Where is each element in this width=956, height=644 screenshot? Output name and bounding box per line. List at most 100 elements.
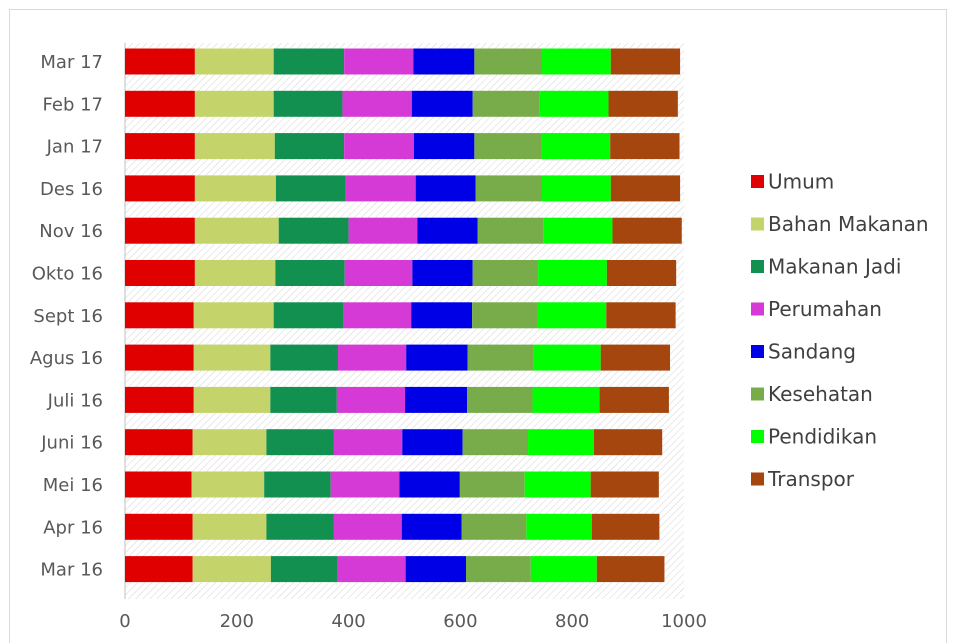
- bar-segment: [465, 556, 531, 583]
- y-tick-label: Okto 16: [32, 264, 103, 285]
- bar-segment: [474, 48, 543, 75]
- legend: Umum Bahan Makanan Makanan Jadi Perumahan Sa…: [751, 170, 929, 491]
- bar-segment: [333, 429, 403, 456]
- bar-segment: [524, 471, 591, 498]
- bar-segment: [411, 302, 473, 329]
- bar-segment: [411, 90, 473, 117]
- bar-segment: [333, 513, 402, 540]
- y-tick-label: Nov 16: [39, 221, 103, 242]
- y-tick-label: Juli 16: [47, 390, 103, 411]
- bar-segment: [610, 133, 680, 160]
- bar-segment: [274, 133, 345, 160]
- bar-segment: [474, 133, 542, 160]
- legend-swatch: [751, 472, 764, 486]
- bar-segment: [337, 556, 406, 583]
- bar-segment: [472, 302, 538, 329]
- bar-segment: [542, 175, 611, 202]
- bar-segment: [192, 429, 267, 456]
- bar-segment: [125, 217, 195, 244]
- bar-segment: [125, 260, 195, 286]
- bar-segment: [270, 556, 338, 583]
- bar-segment: [399, 471, 460, 498]
- bar-segment: [532, 386, 600, 413]
- bar-segment: [528, 429, 594, 456]
- bar-segment: [413, 48, 475, 75]
- bar-segment: [472, 260, 539, 286]
- bar-segment: [600, 344, 671, 371]
- x-tick-label: 1000: [661, 611, 707, 632]
- bar-segment: [401, 513, 462, 540]
- x-tick-labels: 0 200 400 600 800 1000: [119, 611, 707, 632]
- bar-segment: [475, 175, 543, 202]
- bar-segment: [537, 302, 607, 329]
- y-tick-label: Mar 17: [40, 52, 103, 73]
- bar-segment: [125, 175, 195, 202]
- legend-swatch: [751, 217, 764, 231]
- bar-segment: [193, 302, 274, 329]
- bar-segment: [125, 471, 192, 498]
- chart-frame: Mar 17 Feb 17 Jan 17 Des 16 Nov 16 Okto 16 Sep…: [9, 9, 947, 643]
- bar-segment: [270, 344, 338, 371]
- bar-segment: [414, 133, 475, 160]
- legend-label: Sandang: [768, 340, 856, 364]
- y-tick-label: Des 16: [40, 179, 103, 200]
- bar-segment: [192, 556, 271, 583]
- x-tick-label: 400: [331, 611, 365, 632]
- legend-label: Perumahan: [768, 297, 882, 321]
- bars-group: [125, 48, 682, 583]
- bar-segment: [415, 175, 476, 202]
- bar-segment: [541, 133, 611, 160]
- bar-segment: [194, 260, 276, 286]
- bar-segment: [266, 513, 334, 540]
- bar-segment: [472, 90, 540, 117]
- legend-swatch: [751, 175, 764, 188]
- bar-segment: [467, 344, 534, 371]
- legend-swatch: [751, 260, 764, 273]
- bar-segment: [273, 302, 344, 329]
- bar-segment: [125, 133, 195, 160]
- bar-segment: [596, 556, 665, 583]
- bar-segment: [539, 90, 609, 117]
- bar-segment: [533, 344, 601, 371]
- legend-swatch: [751, 302, 764, 316]
- bar-segment: [273, 48, 345, 75]
- legend-label: Transpor: [767, 467, 855, 491]
- bar-segment: [125, 302, 194, 329]
- bar-segment: [194, 175, 276, 202]
- bar-segment: [125, 556, 193, 583]
- bar-segment: [606, 260, 677, 286]
- bar-segment: [275, 175, 346, 202]
- y-tick-label: Juni 16: [40, 433, 103, 454]
- bar-segment: [406, 344, 468, 371]
- x-tick-label: 200: [220, 611, 254, 632]
- legend-label: Umum: [768, 170, 834, 194]
- legend-label: Kesehatan: [768, 382, 873, 406]
- bar-segment: [459, 471, 525, 498]
- bar-segment: [591, 513, 660, 540]
- bar-segment: [542, 48, 611, 75]
- bar-segment: [270, 386, 337, 413]
- bar-segment: [543, 217, 613, 244]
- bar-segment: [608, 90, 678, 117]
- bar-segment: [193, 386, 271, 413]
- legend-swatch: [751, 345, 764, 358]
- x-tick-label: 600: [443, 611, 477, 632]
- bar-segment: [191, 471, 265, 498]
- bar-segment: [275, 260, 345, 286]
- y-tick-label: Mar 16: [40, 560, 103, 581]
- bar-segment: [273, 90, 343, 117]
- y-tick-label: Apr 16: [43, 517, 103, 538]
- bar-segment: [342, 90, 412, 117]
- bar-segment: [194, 90, 274, 117]
- y-tick-labels: Mar 17 Feb 17 Jan 17 Des 16 Nov 16 Okto 16 Sep…: [30, 52, 103, 581]
- stacked-bar-chart: Mar 17 Feb 17 Jan 17 Des 16 Nov 16 Okto 16 Sep…: [30, 43, 929, 632]
- bar-segment: [125, 344, 194, 371]
- legend-label: Makanan Jadi: [768, 255, 901, 279]
- bar-segment: [599, 386, 669, 413]
- x-tick-label: 0: [119, 611, 130, 632]
- bar-segment: [125, 513, 193, 540]
- bar-segment: [467, 386, 533, 413]
- bar-segment: [266, 429, 334, 456]
- bar-segment: [612, 217, 682, 244]
- bar-segment: [330, 471, 400, 498]
